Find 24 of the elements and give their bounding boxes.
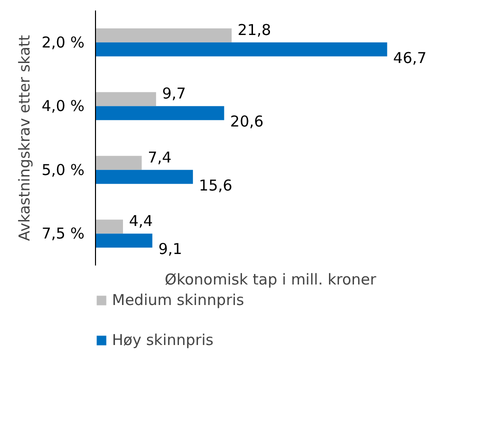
bar — [96, 170, 193, 184]
data-label: 21,8 — [238, 20, 272, 39]
bar — [96, 156, 142, 170]
data-label: 4,4 — [128, 212, 153, 230]
data-label: 9,1 — [158, 240, 182, 258]
y-tick-label: 4,0 % — [42, 97, 85, 116]
data-label: 7,4 — [148, 148, 172, 166]
data-label: 20,6 — [230, 112, 264, 131]
legend-label: Høy skinnpris — [112, 331, 214, 349]
bar — [96, 106, 224, 120]
bar — [96, 42, 388, 56]
data-label: 9,7 — [162, 84, 186, 103]
data-label: 46,7 — [393, 48, 427, 67]
bar — [96, 234, 152, 248]
x-axis-title: Økonomisk tap i mill. kroner — [164, 270, 378, 288]
y-axis-title: Avkastningskrav etter skatt — [16, 34, 34, 242]
y-tick-label: 5,0 % — [42, 160, 85, 179]
y-tick-label: 2,0 % — [42, 33, 85, 52]
data-label: 15,6 — [198, 176, 232, 194]
legend-label: Medium skinnpris — [112, 291, 244, 309]
bar — [96, 28, 232, 42]
y-tick-label: 7,5 % — [42, 224, 85, 243]
bar — [96, 220, 123, 234]
bar — [96, 92, 156, 106]
